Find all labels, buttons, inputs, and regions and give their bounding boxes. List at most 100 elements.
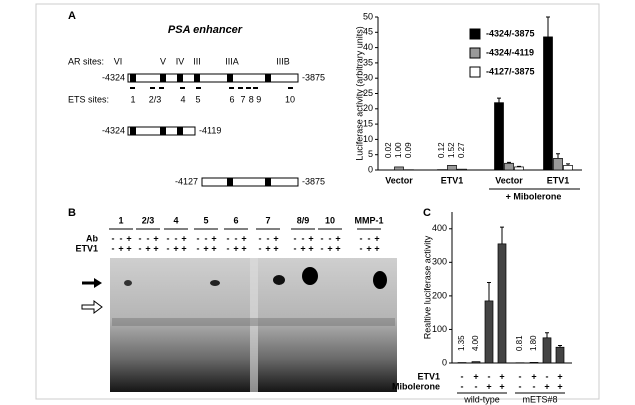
bar xyxy=(543,36,553,171)
error-bar xyxy=(500,226,504,244)
ets-site: 2/3 xyxy=(149,94,162,104)
value-label: 0.12 xyxy=(437,142,446,158)
y-tick-label: 35 xyxy=(363,57,373,67)
value-label: 0.09 xyxy=(404,142,413,158)
condition-sign: + xyxy=(486,381,491,391)
group-label: mETS#8 xyxy=(522,394,557,404)
lane-sign: + xyxy=(145,243,150,253)
lane-sign: + xyxy=(126,243,131,253)
y-tick-label: 10 xyxy=(363,134,373,144)
y-tick-label: 100 xyxy=(432,324,447,334)
lane-sign: + xyxy=(153,243,158,253)
lane-sign: - xyxy=(139,243,142,253)
y-tick-label: 300 xyxy=(432,257,447,267)
y-tick-label: 0 xyxy=(442,357,447,367)
construct xyxy=(127,73,299,187)
ar-site: IIIB xyxy=(276,56,290,66)
bar xyxy=(514,166,524,171)
lane-sign: + xyxy=(233,243,238,253)
lane-sign: + xyxy=(173,243,178,253)
y-tick-label: 40 xyxy=(363,42,373,52)
condition-sign: + xyxy=(557,371,562,381)
lane-sign: + xyxy=(335,233,340,243)
lane-sign: - xyxy=(139,233,142,243)
condition-sign: - xyxy=(488,371,491,381)
legend-swatch xyxy=(469,28,481,40)
lane-sign: - xyxy=(321,243,324,253)
condition-sign: - xyxy=(519,381,522,391)
error-bar xyxy=(497,97,501,103)
x-tick-label: Vector xyxy=(385,175,413,185)
ar-site: VI xyxy=(114,56,123,66)
bar xyxy=(394,166,404,171)
value-label: 1.52 xyxy=(447,142,456,158)
y-tick-label: 20 xyxy=(363,103,373,113)
bar xyxy=(447,164,457,171)
legend-swatch xyxy=(469,66,481,78)
group-label: wild-type xyxy=(463,394,500,404)
y-tick-label: 50 xyxy=(363,11,373,21)
y-tick-label: 30 xyxy=(363,73,373,83)
condition-sign: - xyxy=(461,381,464,391)
bar xyxy=(457,168,467,171)
lane-sign: - xyxy=(120,233,123,243)
value-label: 0.27 xyxy=(457,142,466,158)
y-tick-label: 15 xyxy=(363,118,373,128)
lane-sign: + xyxy=(308,243,313,253)
row-label: Ab xyxy=(86,233,98,243)
lane-sign: + xyxy=(181,243,186,253)
value-label: 1.80 xyxy=(529,335,538,351)
bar xyxy=(504,162,514,171)
error-bar xyxy=(566,163,570,166)
legend-label: -4127/-3875 xyxy=(486,66,535,76)
error-bar xyxy=(545,332,549,338)
group-label: + Mibolerone xyxy=(506,191,562,201)
lane-sign: + xyxy=(300,243,305,253)
condition-sign: - xyxy=(546,371,549,381)
x-tick-label: ETV1 xyxy=(441,175,464,185)
legend-swatch xyxy=(469,47,481,59)
y-tick-label: 5 xyxy=(368,149,373,159)
lane-group: 1 xyxy=(118,215,123,225)
ar-site: IIIA xyxy=(225,56,239,66)
condition-sign: + xyxy=(557,381,562,391)
lane-group: 2/3 xyxy=(142,215,155,225)
construct-start: -4324 xyxy=(102,125,125,135)
ets-site: 8 9 xyxy=(249,94,262,104)
lane-sign: + xyxy=(308,233,313,243)
frame xyxy=(35,3,600,400)
bar xyxy=(553,158,563,171)
lane-sign: - xyxy=(175,233,178,243)
lane-sign: - xyxy=(259,233,262,243)
condition-sign: - xyxy=(519,371,522,381)
condition-sign: - xyxy=(533,381,536,391)
lane-sign: - xyxy=(368,233,371,243)
arrow xyxy=(94,278,102,288)
condition-sign: + xyxy=(544,381,549,391)
construct-end: -3875 xyxy=(302,72,325,82)
y-tick-label: 0 xyxy=(368,164,373,174)
gel-image xyxy=(110,258,397,392)
x-tick-label: Vector xyxy=(495,175,523,185)
condition-label: ETV1 xyxy=(417,371,440,381)
lane-sign: - xyxy=(227,243,230,253)
condition-sign: + xyxy=(499,381,504,391)
legend-label: -4324/-3875 xyxy=(486,28,535,38)
lane-sign: + xyxy=(126,233,131,243)
error-bar xyxy=(546,16,550,37)
lane-sign: - xyxy=(360,233,363,243)
lane-sign: - xyxy=(147,233,150,243)
value-label: 0.81 xyxy=(515,335,524,351)
ets-site: 1 xyxy=(130,94,135,104)
bar xyxy=(484,300,494,364)
lane-sign: - xyxy=(227,233,230,243)
lane-sign: - xyxy=(321,233,324,243)
y-tick-label: 400 xyxy=(432,223,447,233)
lane-sign: - xyxy=(360,243,363,253)
lane-sign: + xyxy=(374,233,379,243)
panel-label: B xyxy=(68,207,76,219)
construct-start: -4127 xyxy=(175,176,198,186)
construct-end: -3875 xyxy=(302,176,325,186)
error-bar xyxy=(507,161,511,164)
